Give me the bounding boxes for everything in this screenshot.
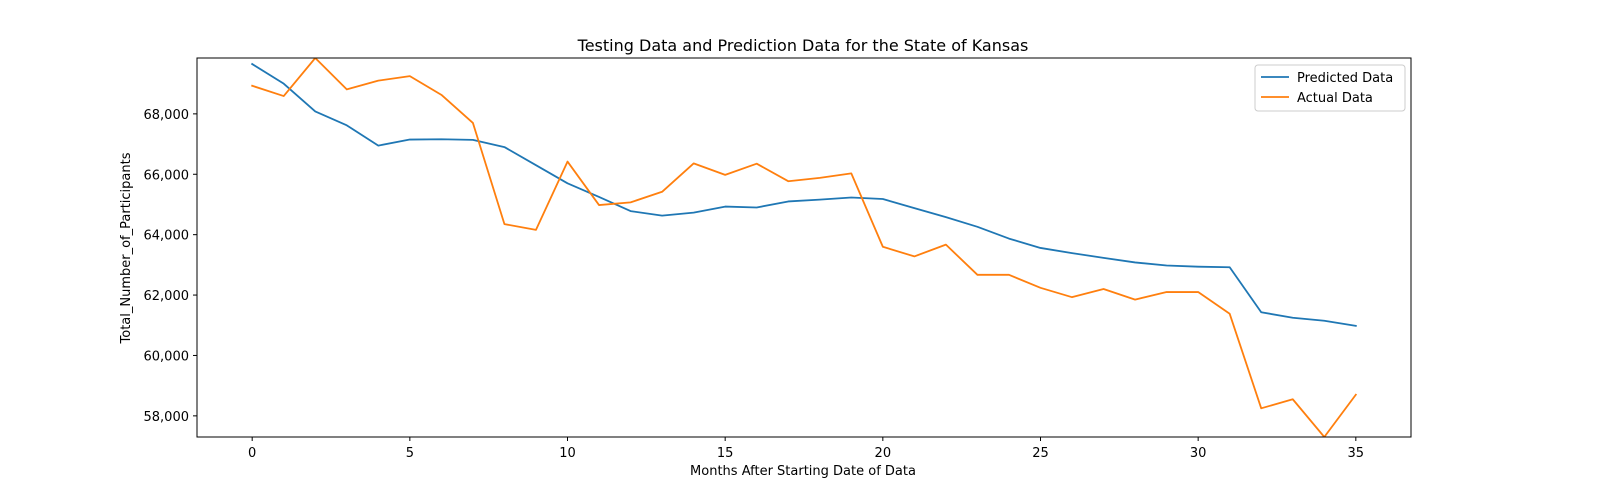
- x-tick-label: 0: [248, 446, 256, 461]
- x-axis-ticks: 0 5 10 15 20 25 30 35: [248, 437, 1364, 461]
- series-line-actual: [251, 58, 1358, 437]
- legend-label: Actual Data: [1297, 91, 1373, 106]
- y-axis-title: Total_Number_of_Participants: [119, 152, 134, 344]
- x-tick-label: 30: [1190, 446, 1207, 461]
- y-tick-label: 62,000: [144, 289, 190, 304]
- legend-label: Predicted Data: [1297, 71, 1393, 86]
- x-tick-label: 35: [1348, 446, 1365, 461]
- y-tick-label: 58,000: [144, 410, 190, 425]
- y-tick-label: 66,000: [144, 168, 190, 183]
- legend: Predicted Data Actual Data: [1254, 64, 1406, 112]
- x-tick-label: 5: [406, 446, 414, 461]
- x-tick-label: 25: [1032, 446, 1049, 461]
- series-line-predicted: [250, 62, 1357, 327]
- legend-box: [1254, 64, 1406, 112]
- y-tick-label: 60,000: [144, 349, 190, 364]
- x-tick-label: 10: [559, 446, 576, 461]
- y-tick-label: 68,000: [144, 108, 190, 123]
- x-tick-label: 15: [717, 446, 734, 461]
- plot-area-frame: [196, 57, 1412, 438]
- x-tick-label: 20: [875, 446, 892, 461]
- series-layer: [250, 58, 1358, 437]
- y-tick-label: 64,000: [144, 229, 190, 244]
- y-axis-ticks: 58,000 60,000 62,000 64,000 66,000 68,000: [144, 108, 197, 425]
- x-axis-title: Months After Starting Date of Data: [690, 464, 916, 479]
- chart-title: Testing Data and Prediction Data for the…: [577, 36, 1029, 55]
